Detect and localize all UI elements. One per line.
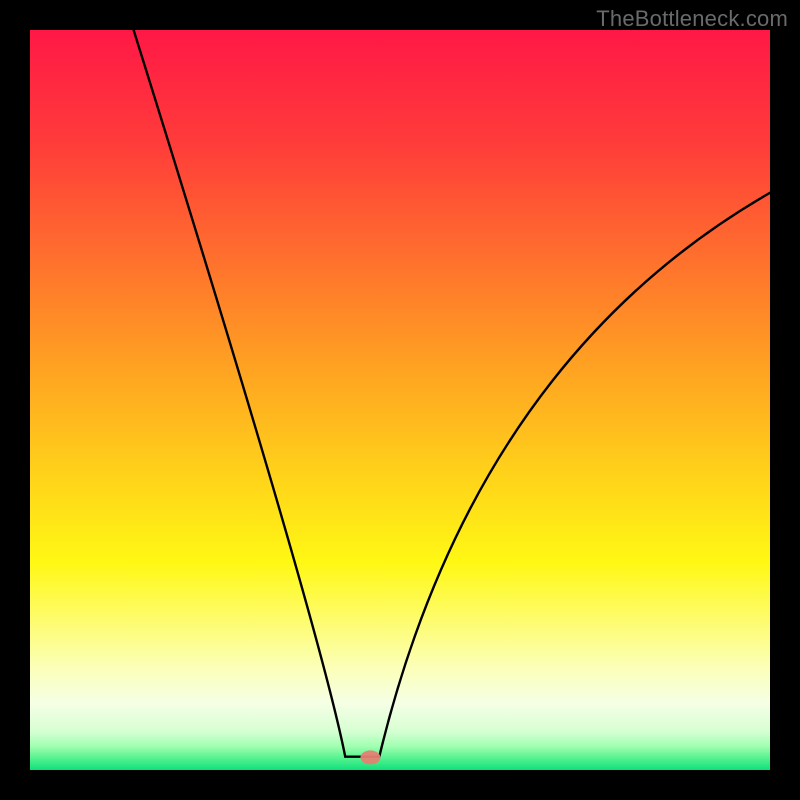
bottleneck-marker [360, 750, 380, 764]
chart-container: { "meta": { "width_px": 800, "height_px"… [0, 0, 800, 800]
chart-gradient-background [30, 30, 770, 770]
bottleneck-chart [0, 0, 800, 800]
